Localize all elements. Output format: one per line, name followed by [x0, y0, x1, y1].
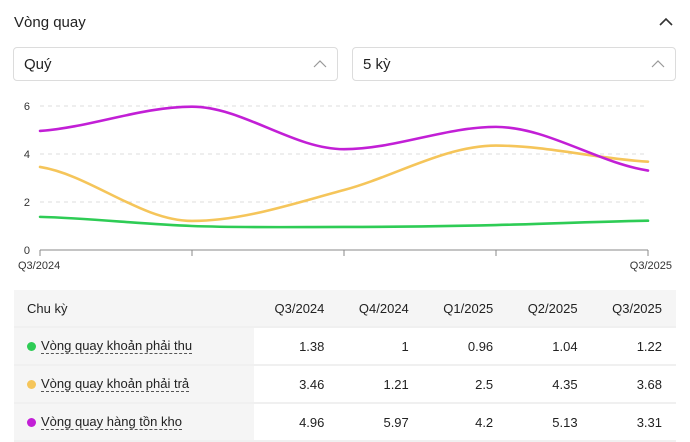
table-cell: 4.2: [422, 403, 508, 441]
row-label-cell: Vòng quay khoản phải trả: [14, 365, 254, 403]
turnover-table: Chu kỳ Q3/2024 Q4/2024 Q1/2025 Q2/2025 Q…: [14, 290, 676, 442]
metric-label[interactable]: Vòng quay khoản phải thu: [41, 337, 193, 354]
table-cell: 1.38: [254, 327, 339, 365]
table-cell: 3.46: [254, 365, 339, 403]
table-cell: 5.13: [507, 403, 592, 441]
table-header-col: Q3/2024: [254, 290, 339, 327]
table-header-col: Q4/2024: [338, 290, 423, 327]
series-dot: [27, 379, 36, 389]
y-tick-label: 2: [24, 197, 30, 209]
table-header-col: Q3/2025: [591, 290, 676, 327]
table-cell: 1.21: [338, 365, 423, 403]
table-cell: 2.5: [422, 365, 508, 403]
table-row: Vòng quay khoản phải trả 3.46 1.21 2.5 4…: [14, 365, 676, 403]
y-tick-label: 4: [24, 149, 30, 161]
table-header-col: Q2/2025: [507, 290, 592, 327]
y-tick-label: 6: [24, 101, 30, 113]
table-cell: 1.04: [507, 327, 592, 365]
table-header-row: Chu kỳ Q3/2024 Q4/2024 Q1/2025 Q2/2025 Q…: [14, 290, 676, 327]
receivables-turnover-line: [38, 215, 650, 229]
table-cell: 1.22: [591, 327, 676, 365]
table-row: Vòng quay khoản phải thu 1.38 1 0.96 1.0…: [14, 327, 676, 365]
collapse-button[interactable]: [656, 12, 676, 32]
count-select[interactable]: 5 kỳ: [352, 47, 676, 81]
metric-label[interactable]: Vòng quay khoản phải trả: [41, 375, 190, 392]
series-dot: [27, 341, 36, 351]
chevron-up-icon: [659, 17, 673, 26]
table-cell: 3.68: [591, 365, 676, 403]
panel-title: Vòng quay: [14, 13, 86, 31]
panel-header: Vòng quay: [14, 10, 676, 34]
row-label-cell: Vòng quay hàng tồn kho: [14, 403, 254, 441]
table-cell: 5.97: [338, 403, 423, 441]
chevron-up-icon: [651, 60, 665, 68]
period-select[interactable]: Quý: [13, 47, 338, 81]
table-row: Vòng quay hàng tồn kho 4.96 5.97 4.2 5.1…: [14, 403, 676, 441]
y-tick-label: 0: [24, 245, 30, 257]
period-select-value: Quý: [24, 55, 52, 73]
table-cell: 0.96: [422, 327, 508, 365]
table-cell: 3.31: [591, 403, 676, 441]
metric-label[interactable]: Vòng quay hàng tồn kho: [41, 413, 182, 430]
x-tick-label: Q3/2025: [630, 260, 672, 272]
series-dot: [27, 417, 36, 427]
turnover-line-chart: 0 2 4 6 Q3/2024 Q3/2025: [18, 101, 672, 272]
x-tick-label: Q3/2024: [18, 260, 60, 272]
table-cell: 1: [338, 327, 423, 365]
inventory-turnover-line: [38, 105, 650, 172]
table-header-period: Chu kỳ: [14, 290, 254, 327]
row-label-cell: Vòng quay khoản phải thu: [14, 327, 254, 365]
table-cell: 4.35: [507, 365, 592, 403]
table-header-col: Q1/2025: [422, 290, 508, 327]
table-cell: 4.96: [254, 403, 339, 441]
count-select-value: 5 kỳ: [363, 55, 391, 73]
chevron-up-icon: [313, 60, 327, 68]
payables-turnover-line: [38, 144, 650, 223]
